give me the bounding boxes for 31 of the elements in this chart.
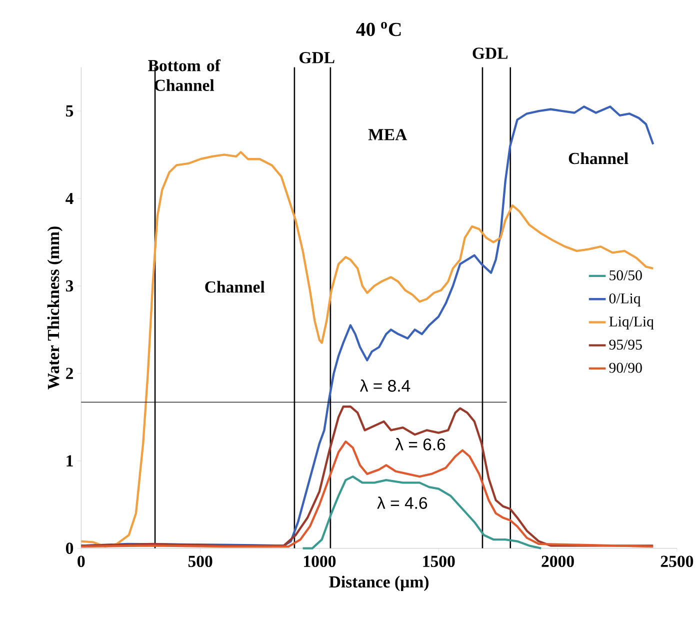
annotation: λ = 4.6 [377, 496, 428, 509]
legend-label: Liq/Liq [609, 316, 654, 330]
legend-label: 90/90 [609, 362, 642, 373]
x-tick-label: 1000 [304, 555, 336, 567]
annotation: Bottom of Channel [148, 59, 221, 91]
y-tick-label: 5 [66, 105, 74, 116]
x-tick-label: 0 [78, 555, 85, 567]
chart-title: 40 $^{o}$C [356, 22, 401, 36]
line-series [80, 440, 654, 548]
legend-label: 95/95 [609, 339, 642, 350]
text: GDL [300, 52, 334, 64]
legend-label: 0/Liq [609, 293, 641, 306]
x-tick-label: 1500 [423, 555, 455, 567]
y-tick-label: 0 [66, 542, 74, 554]
y-tick-label: 4 [66, 192, 74, 204]
annotation: Channel [205, 280, 265, 292]
text: GDL [472, 47, 508, 59]
x-tick-label: 2500 [660, 555, 694, 567]
annotation: λ = 8.4 [360, 379, 410, 392]
legend-label: 50/50 [610, 270, 642, 280]
annotation: MEA [368, 128, 408, 140]
annotation: λ = 6.6 [395, 438, 446, 450]
line-series [302, 475, 542, 550]
annotation: Channel [568, 152, 628, 164]
y-tick-label: 3 [66, 280, 74, 292]
y-tick-label: 2 [66, 368, 73, 379]
x-tick-label: 500 [188, 555, 212, 567]
x-tick-label: 2000 [542, 555, 574, 567]
y-tick-label: 1 [66, 455, 73, 466]
y-axis-title: Water Thickness (mm) [47, 226, 63, 390]
x-axis-title: Distance (µm) [329, 576, 429, 591]
